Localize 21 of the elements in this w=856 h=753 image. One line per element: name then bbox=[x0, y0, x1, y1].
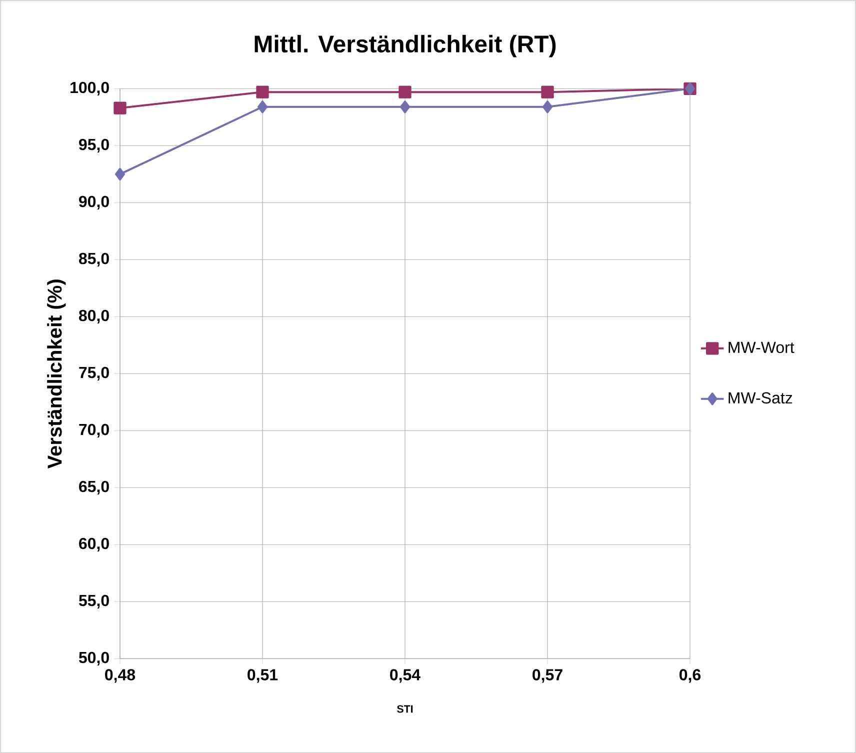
legend-label: MW-Satz bbox=[728, 392, 792, 404]
x-tick-label: 0,57 bbox=[532, 668, 562, 683]
x-axis-title: STI bbox=[397, 705, 413, 713]
y-tick-label: 80,0 bbox=[78, 310, 109, 324]
x-tick-label: 0,51 bbox=[248, 668, 278, 683]
y-tick-label: 100,0 bbox=[70, 82, 109, 96]
y-tick-label: 60,0 bbox=[79, 538, 109, 552]
y-tick-label: 65,0 bbox=[79, 480, 109, 494]
y-tick-label: 85,0 bbox=[78, 252, 109, 266]
y-tick-label: 50,0 bbox=[78, 652, 109, 666]
x-tick-label: 0,54 bbox=[390, 668, 420, 683]
y-tick-label: 70,0 bbox=[79, 424, 109, 438]
legend-label: MW-Wort bbox=[728, 342, 794, 353]
x-tick-label: 0,6 bbox=[680, 668, 701, 683]
y-tick-label: 95,0 bbox=[79, 138, 109, 152]
y-axis-title: Verständlichkeit (%) bbox=[47, 279, 66, 468]
y-tick-label: 90,0 bbox=[79, 196, 109, 210]
y-tick-label: 75,0 bbox=[79, 366, 109, 380]
y-tick-label: 55,0 bbox=[78, 594, 109, 608]
chart-title: Mittl. Verständlichkeit (RT) bbox=[254, 34, 556, 58]
x-tick-label: 0,48 bbox=[105, 668, 136, 683]
